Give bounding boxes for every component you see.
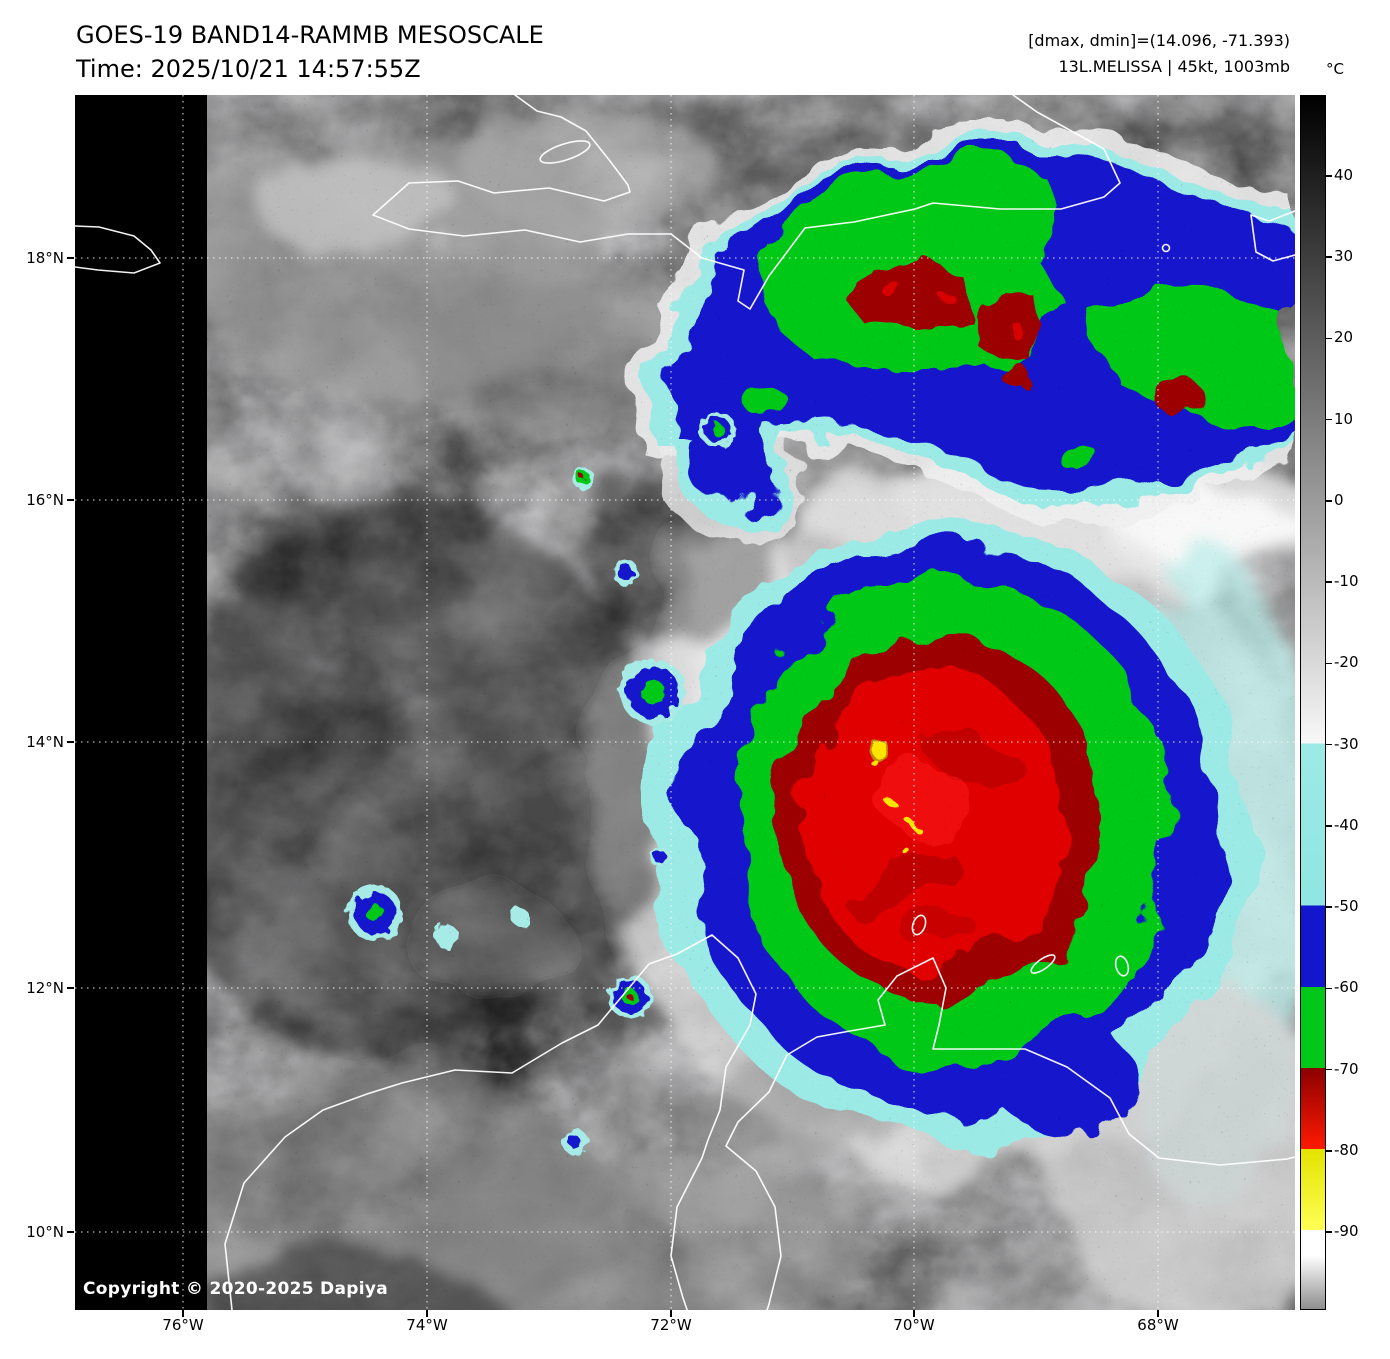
lat-label: 16°N	[26, 491, 64, 509]
colorbar-tick-mark	[1326, 825, 1332, 827]
colorbar-tick-mark	[1326, 1231, 1332, 1233]
lat-label: 10°N	[26, 1223, 64, 1241]
lon-tick	[913, 1310, 915, 1317]
colorbar-tick-label: 0	[1334, 490, 1344, 509]
colorbar-tick-label: -50	[1334, 897, 1359, 916]
satellite-image	[75, 95, 1295, 1310]
figure-header: GOES-19 BAND14-RAMMB MESOSCALE Time: 202…	[76, 18, 544, 86]
colorbar-tick-mark	[1326, 743, 1332, 746]
metadata-block: [dmax, dmin]=(14.096, -71.393) 13L.MELIS…	[1028, 28, 1290, 80]
colorbar-tick-mark	[1326, 581, 1332, 583]
coastline-aruba	[911, 914, 927, 936]
imagery-layer	[207, 95, 1295, 1310]
coastline-curacao	[1030, 954, 1056, 974]
lon-label: 68°W	[1137, 1316, 1179, 1334]
colorbar-tick-mark	[1326, 987, 1332, 990]
coastline-mona-island	[1161, 243, 1171, 253]
colorbar-tick-label: 40	[1334, 166, 1354, 184]
lat-tick	[67, 741, 74, 743]
colorbar-tick-mark	[1326, 256, 1332, 258]
lat-tick	[67, 257, 74, 259]
colorbar-unit-label: °C	[1326, 60, 1344, 78]
colorbar-tick-mark	[1326, 418, 1332, 421]
lat-label: 12°N	[26, 979, 64, 997]
lat-tick	[67, 1231, 74, 1233]
colorbar-tick-mark	[1326, 175, 1332, 177]
coastline-gonave-island	[539, 140, 591, 164]
lon-tick	[670, 1310, 672, 1317]
colorbar-tick-label: -60	[1334, 978, 1359, 997]
lat-tick	[67, 499, 74, 501]
storm-info: 13L.MELISSA | 45kt, 1003mb	[1058, 57, 1290, 76]
lon-tick	[182, 1310, 184, 1317]
page-title: GOES-19 BAND14-RAMMB MESOSCALE	[76, 21, 544, 49]
colorbar-labels: 40 30 20 10 0 -10 -20 -30 -40 -50 -60 -70 -80 -90	[1334, 95, 1386, 1310]
colorbar-tick-mark	[1326, 337, 1332, 340]
lat-label: 14°N	[26, 733, 64, 751]
lat-tick	[67, 987, 74, 989]
coastline-puerto-rico	[1250, 210, 1295, 262]
colorbar-tick-label: -40	[1334, 815, 1359, 834]
coastline-hispaniola	[372, 95, 1121, 310]
colorbar-tick-mark	[1326, 1068, 1332, 1071]
colorbar-tick-label: -80	[1334, 1140, 1359, 1159]
lon-label: 76°W	[162, 1316, 204, 1334]
lat-label: 18°N	[26, 249, 64, 267]
coastline-bonaire	[1114, 955, 1130, 977]
colorbar-tick-mark	[1326, 662, 1332, 665]
lon-label: 72°W	[650, 1316, 692, 1334]
colorbar-tick-mark	[1326, 500, 1332, 502]
lon-label: 70°W	[893, 1316, 935, 1334]
colorbar-tick-label: -30	[1334, 734, 1359, 753]
colorbar-tick-label: -90	[1334, 1221, 1359, 1240]
copyright-text: Copyright © 2020-2025 Dapiya	[83, 1279, 388, 1299]
satellite-map: Copyright © 2020-2025 Dapiya	[75, 95, 1295, 1310]
coastline-jamaica	[75, 225, 161, 274]
colorbar-tick-mark	[1326, 1150, 1332, 1152]
colorbar-tick-label: -70	[1334, 1059, 1359, 1078]
lon-label: 74°W	[406, 1316, 448, 1334]
dmax-dmin-readout: [dmax, dmin]=(14.096, -71.393)	[1028, 31, 1290, 50]
colorbar-tick-label: 30	[1334, 247, 1354, 266]
lon-tick	[426, 1310, 428, 1317]
gridlines	[75, 95, 1295, 1310]
timestamp: Time: 2025/10/21 14:57:55Z	[76, 55, 421, 83]
coastline-south-america	[224, 934, 1295, 1310]
colorbar	[1300, 95, 1332, 1310]
colorbar-tick-label: 20	[1334, 328, 1354, 347]
colorbar-tick-label: 10	[1334, 409, 1354, 428]
coastlines	[75, 95, 1295, 1310]
colorbar-tick-mark	[1326, 906, 1332, 908]
colorbar-tick-label: -10	[1334, 572, 1359, 591]
colorbar-tick-label: -20	[1334, 653, 1359, 672]
lon-tick	[1157, 1310, 1159, 1317]
